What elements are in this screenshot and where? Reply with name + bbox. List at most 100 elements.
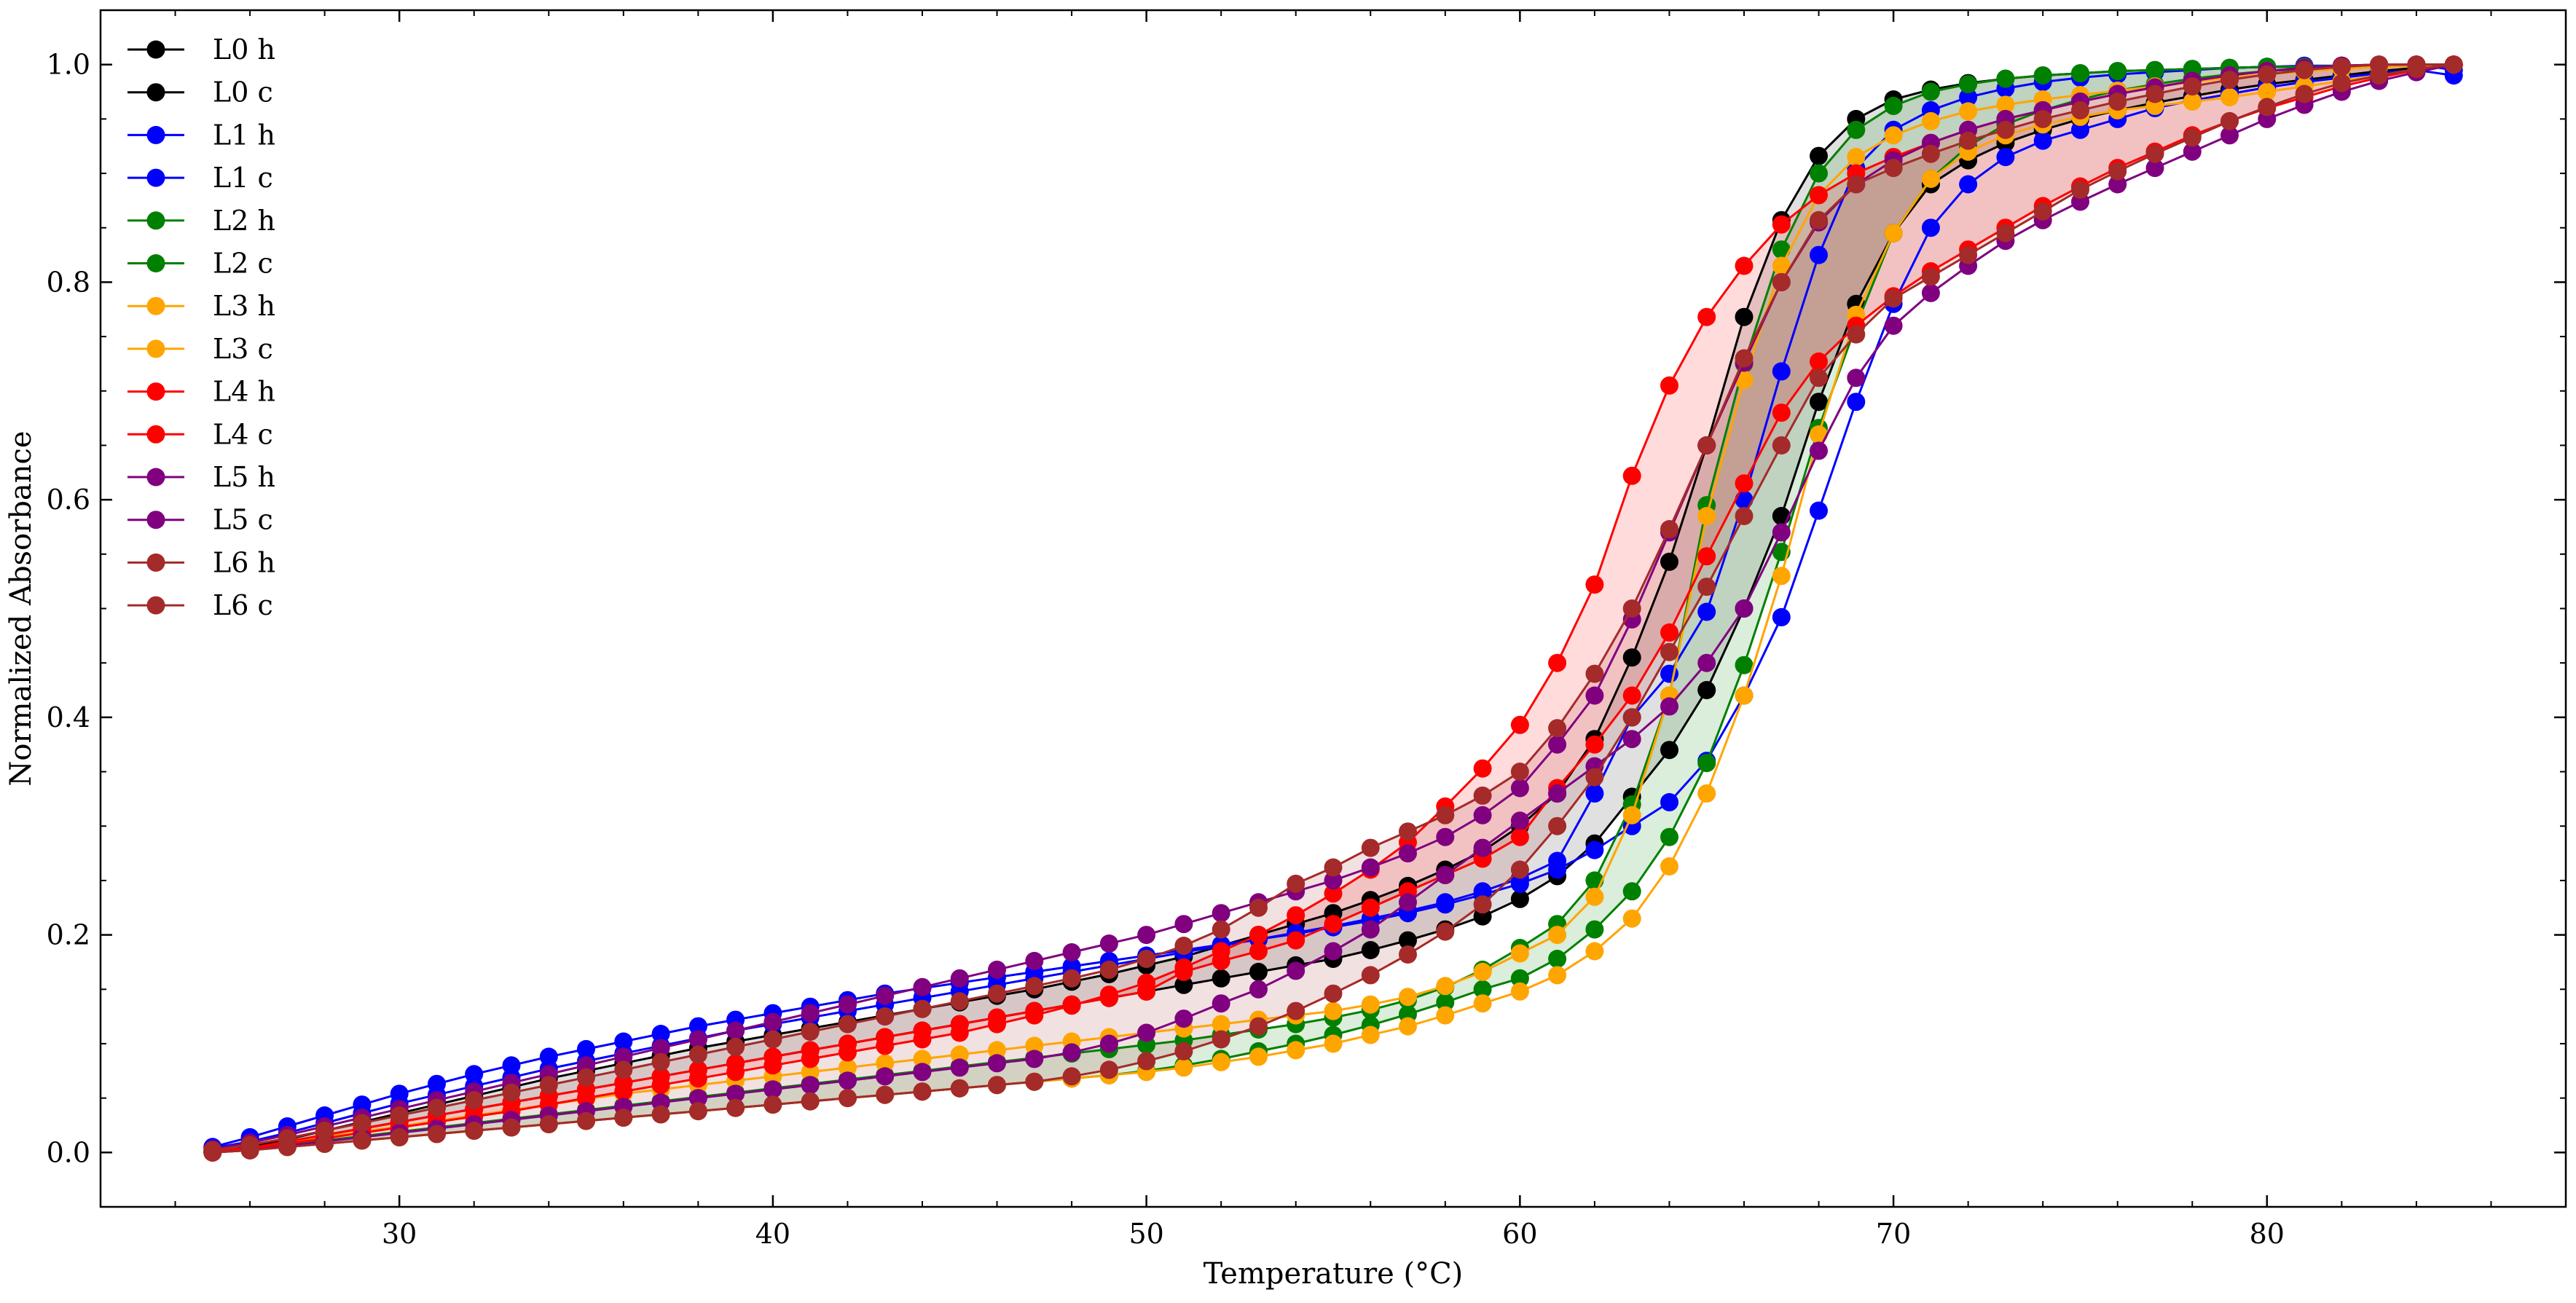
data-point: [1884, 289, 1903, 308]
data-point: [1959, 75, 1978, 94]
data-point: [1921, 219, 1940, 237]
data-point: [1810, 164, 1828, 183]
data-point: [390, 1106, 409, 1125]
legend-entry-l6-c: L6 c: [127, 589, 273, 621]
data-point: [763, 1030, 782, 1049]
data-point: [1847, 393, 1866, 412]
legend-label: L4 h: [213, 376, 275, 408]
data-point: [763, 1095, 782, 1114]
data-point: [539, 1076, 558, 1095]
data-point: [1062, 995, 1081, 1014]
data-point: [1622, 806, 1641, 824]
data-point: [465, 1091, 484, 1110]
data-point: [988, 984, 1006, 1003]
data-point: [278, 1138, 297, 1157]
data-point: [839, 1089, 857, 1108]
data-point: [1548, 816, 1567, 835]
data-point: [913, 999, 932, 1018]
data-point: [428, 1098, 446, 1117]
data-point: [1996, 120, 2015, 139]
legend-entry-l3-h: L3 h: [127, 290, 275, 322]
data-point: [1062, 969, 1081, 988]
data-point: [1212, 1015, 1230, 1034]
x-tick-label: 60: [1502, 1218, 1537, 1250]
data-point: [1585, 942, 1604, 961]
data-point: [1847, 120, 1866, 139]
legend-marker: [146, 596, 165, 615]
data-point: [2258, 82, 2277, 101]
data-point: [1735, 371, 1754, 390]
data-point: [1099, 988, 1118, 1007]
data-point: [1510, 715, 1529, 734]
data-point: [539, 1115, 558, 1133]
data-point: [1473, 980, 1492, 999]
data-point: [1660, 827, 1678, 846]
legend-label: L0 h: [213, 34, 275, 66]
data-point: [1436, 865, 1455, 884]
data-point: [988, 1041, 1006, 1060]
data-point: [763, 1047, 782, 1066]
data-point: [1660, 741, 1678, 760]
data-point: [651, 1105, 670, 1124]
data-point: [353, 1114, 372, 1133]
series-layer: [203, 55, 2463, 1162]
data-point: [1249, 1047, 1268, 1066]
data-point: [315, 1134, 334, 1153]
data-point: [1548, 735, 1567, 754]
data-point: [1921, 111, 1940, 130]
data-point: [950, 1058, 969, 1077]
data-point: [651, 1067, 670, 1086]
data-point: [1585, 784, 1604, 803]
data-point: [1735, 507, 1754, 525]
data-point: [801, 1076, 820, 1095]
data-point: [1174, 962, 1193, 981]
data-point: [1436, 827, 1455, 846]
data-point: [2407, 60, 2426, 79]
data-point: [1473, 994, 1492, 1013]
data-point: [988, 1008, 1006, 1027]
data-point: [2258, 65, 2277, 84]
data-point: [1585, 735, 1604, 754]
data-point: [1697, 307, 1716, 326]
data-point: [2071, 120, 2089, 139]
data-point: [1025, 1001, 1044, 1020]
legend-entry-l5-h: L5 h: [127, 461, 275, 493]
y-tick-label: 1.0: [47, 49, 90, 81]
data-point: [1810, 352, 1828, 371]
data-point: [1772, 607, 1791, 626]
data-point: [1585, 887, 1604, 906]
data-point: [1921, 283, 1940, 302]
data-point: [1510, 982, 1529, 1001]
data-point: [950, 992, 969, 1011]
y-tick-label: 0.4: [47, 701, 90, 733]
legend-marker: [146, 296, 165, 315]
data-point: [1847, 369, 1866, 387]
data-point: [1510, 779, 1529, 798]
legend-entry-l6-h: L6 h: [127, 546, 275, 578]
x-axis-label: Temperature (°C): [1203, 1257, 1464, 1291]
data-point: [1361, 858, 1380, 877]
data-point: [2108, 162, 2127, 181]
data-point: [315, 1121, 334, 1140]
data-point: [2145, 60, 2164, 79]
data-point: [465, 1121, 484, 1140]
data-point: [1436, 1006, 1455, 1025]
legend-label: L2 h: [213, 205, 275, 237]
y-axis-label: Normalized Absorbance: [4, 430, 38, 786]
data-point: [950, 1045, 969, 1064]
data-point: [2033, 131, 2052, 150]
data-point: [1249, 962, 1268, 981]
legend-label: L5 h: [213, 461, 275, 493]
data-point: [1324, 884, 1343, 903]
data-point: [1324, 858, 1343, 877]
legend-label: L6 c: [213, 589, 273, 621]
data-point: [1062, 943, 1081, 961]
data-point: [1735, 490, 1754, 509]
data-point: [1921, 82, 1940, 101]
data-point: [726, 1098, 745, 1117]
data-point: [1324, 1034, 1343, 1053]
data-point: [1361, 941, 1380, 959]
data-point: [1174, 1009, 1193, 1028]
data-point: [1212, 1030, 1230, 1049]
